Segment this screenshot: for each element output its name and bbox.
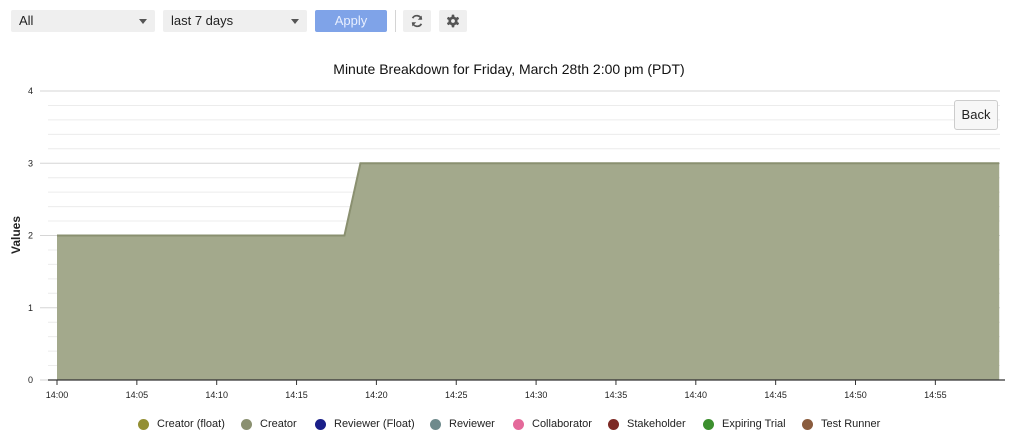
range-select-value: last 7 days: [171, 13, 234, 28]
legend-item[interactable]: Creator (float): [138, 416, 225, 432]
x-tick-label: 14:40: [685, 390, 708, 400]
x-tick-label: 14:30: [525, 390, 548, 400]
legend-marker: [513, 418, 524, 430]
refresh-button[interactable]: [403, 10, 431, 32]
x-tick-label: 14:15: [285, 390, 308, 400]
legend-item[interactable]: Expiring Trial: [703, 416, 786, 432]
legend-marker: [430, 418, 441, 430]
y-tick-label: 0: [28, 375, 33, 385]
x-tick-label: 14:05: [126, 390, 149, 400]
legend-marker: [802, 418, 813, 430]
legend-marker: [608, 418, 619, 430]
x-tick-label: 14:10: [205, 390, 228, 400]
scope-select[interactable]: All: [11, 10, 155, 32]
legend-label: Creator (float): [157, 418, 225, 430]
legend-item[interactable]: Stakeholder: [608, 416, 686, 432]
legend-marker: [138, 418, 149, 430]
legend-label: Creator: [260, 418, 297, 430]
legend-label: Reviewer: [449, 418, 495, 430]
chevron-down-icon: [291, 19, 299, 24]
legend-label: Stakeholder: [627, 418, 686, 430]
legend-label: Reviewer (Float): [334, 418, 415, 430]
x-tick-label: 14:45: [764, 390, 787, 400]
y-tick-label: 1: [28, 303, 33, 313]
chevron-down-icon: [139, 19, 147, 24]
legend-label: Collaborator: [532, 418, 592, 430]
y-tick-label: 3: [28, 158, 33, 168]
legend-marker: [315, 418, 326, 430]
legend-label: Test Runner: [821, 418, 881, 430]
legend-marker: [703, 418, 714, 430]
legend-marker: [241, 418, 252, 430]
y-tick-label: 2: [28, 231, 33, 241]
x-tick-label: 14:20: [365, 390, 388, 400]
legend-item[interactable]: Reviewer (Float): [315, 416, 415, 432]
range-select[interactable]: last 7 days: [163, 10, 307, 32]
chart-legend: Creator (float) Creator Reviewer (Float) Re…: [0, 416, 1018, 432]
x-tick-label: 14:35: [605, 390, 628, 400]
legend-item[interactable]: Test Runner: [802, 416, 880, 432]
x-tick-label: 14:50: [844, 390, 867, 400]
chart-title: Minute Breakdown for Friday, March 28th …: [333, 61, 685, 77]
x-tick-label: 14:25: [445, 390, 468, 400]
apply-button[interactable]: Apply: [315, 10, 387, 32]
back-button[interactable]: Back: [954, 100, 998, 130]
x-tick-label: 14:55: [924, 390, 947, 400]
settings-button[interactable]: [439, 10, 467, 32]
toolbar-divider: [395, 10, 396, 32]
series-line: [57, 162, 1000, 237]
y-tick-label: 4: [28, 86, 33, 96]
legend-item[interactable]: Collaborator: [513, 416, 592, 432]
refresh-icon: [411, 14, 423, 28]
gear-icon: [447, 14, 459, 28]
legend-item[interactable]: Reviewer: [430, 416, 495, 432]
toolbar: All last 7 days Apply: [0, 0, 1018, 42]
series-area: [57, 163, 1000, 380]
legend-label: Expiring Trial: [722, 418, 786, 430]
x-tick-label: 14:00: [46, 390, 69, 400]
scope-select-value: All: [19, 13, 34, 28]
legend-item[interactable]: Creator: [241, 416, 297, 432]
